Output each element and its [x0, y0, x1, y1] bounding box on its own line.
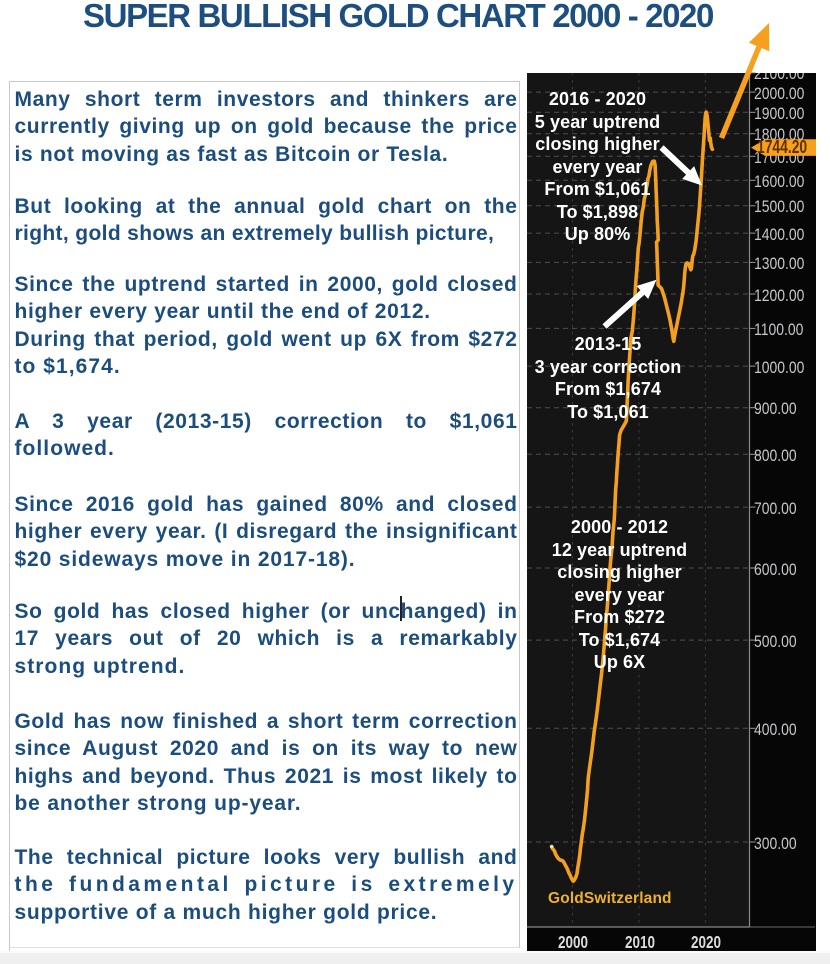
svg-text:1744.20: 1744.20: [757, 137, 807, 157]
